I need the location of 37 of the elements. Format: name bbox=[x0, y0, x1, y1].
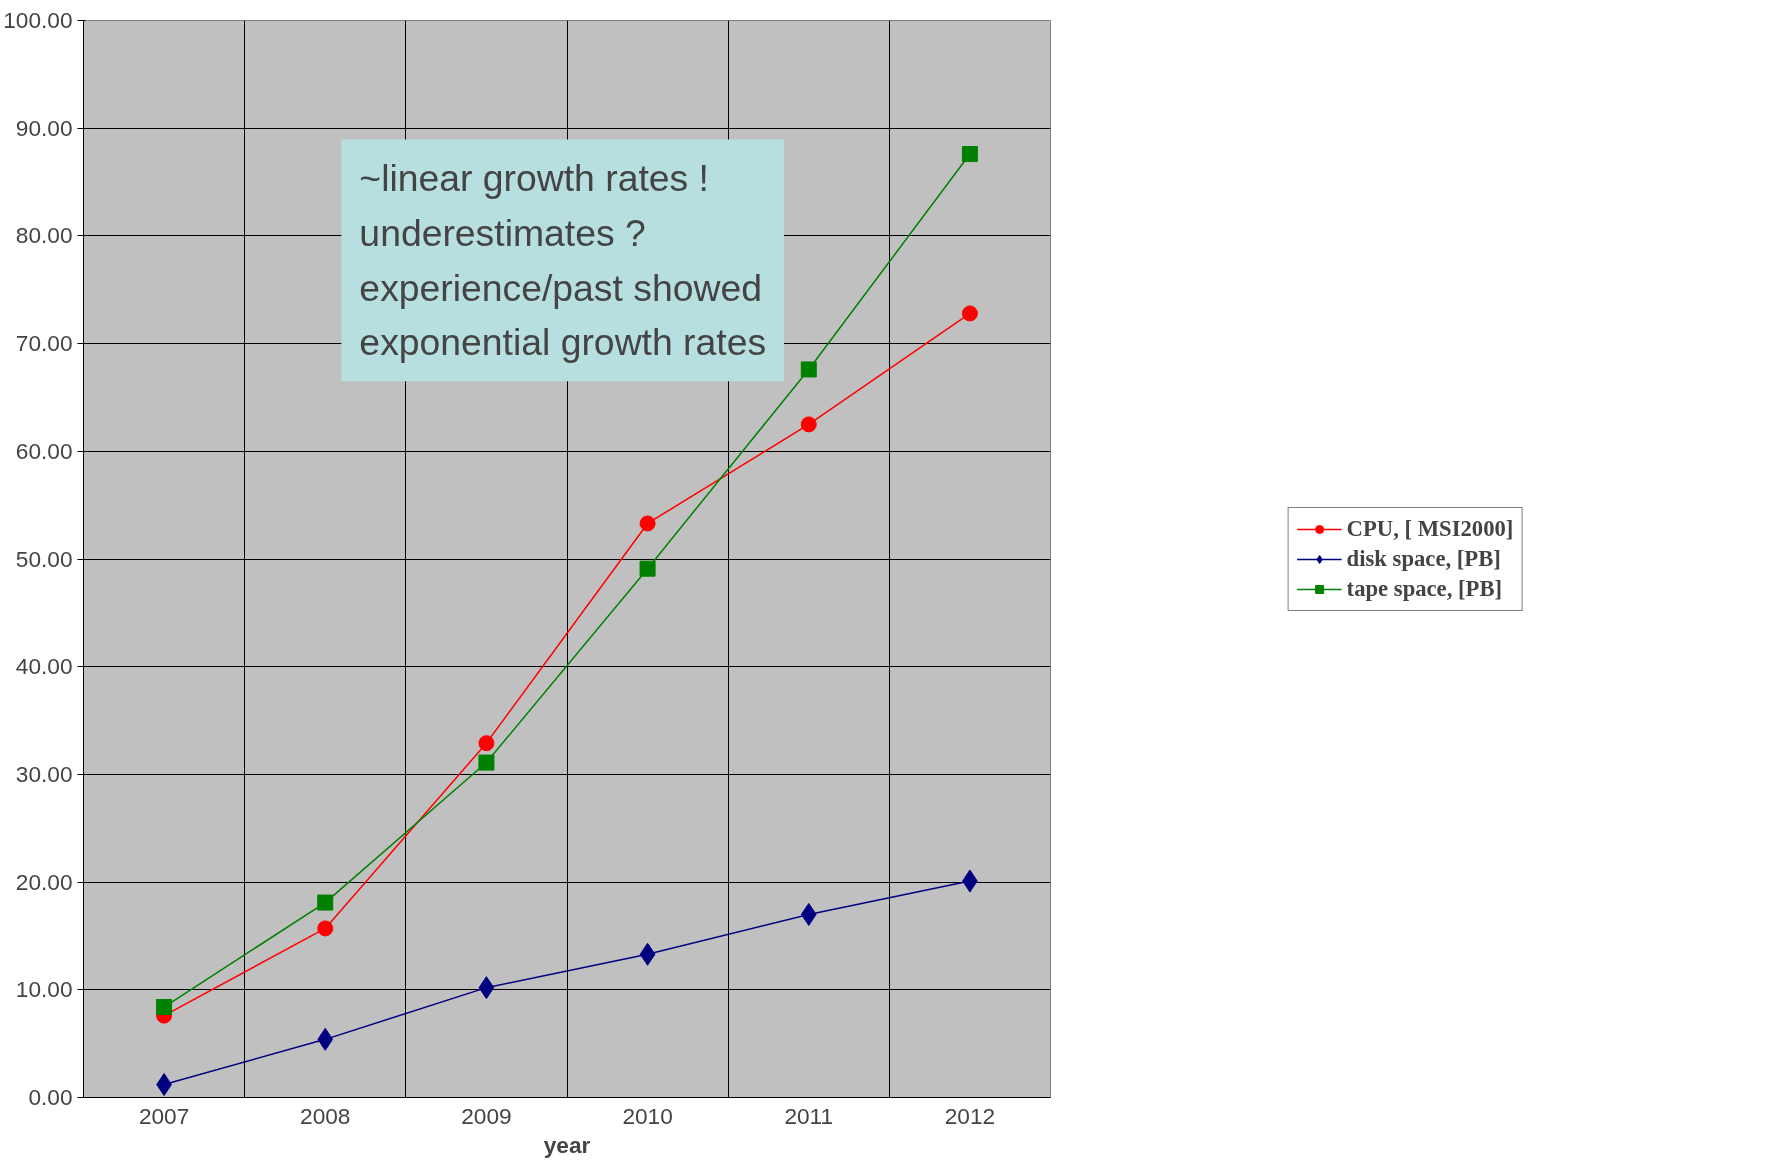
point bbox=[800, 416, 817, 433]
point bbox=[639, 560, 656, 577]
point bbox=[156, 999, 173, 1016]
x-axis-title: year bbox=[543, 1131, 591, 1158]
point bbox=[800, 361, 817, 378]
point bbox=[478, 976, 495, 1000]
legend-label: disk space, [PB] bbox=[1346, 545, 1501, 572]
y-tick-label: 100.00 bbox=[3, 7, 73, 33]
x-tick-label: 2010 bbox=[622, 1102, 673, 1129]
y-tick-label: 20.00 bbox=[15, 868, 73, 895]
point bbox=[800, 902, 817, 926]
y-tick-label: 50.00 bbox=[15, 545, 73, 572]
point bbox=[639, 942, 656, 966]
y-tick-label: 90.00 bbox=[15, 114, 73, 141]
legend-label: tape space, [PB] bbox=[1346, 575, 1503, 602]
y-tick-label: 30.00 bbox=[15, 760, 73, 787]
x-tick-label: 2009 bbox=[461, 1102, 512, 1129]
point bbox=[478, 754, 495, 771]
point bbox=[639, 515, 656, 532]
y-tick-label: 40.00 bbox=[15, 653, 73, 680]
point bbox=[317, 894, 334, 911]
point bbox=[317, 920, 334, 937]
point bbox=[317, 1027, 334, 1051]
x-tick-label: 2007 bbox=[138, 1102, 190, 1129]
y-tick-label: 0.00 bbox=[28, 1084, 73, 1110]
y-tick-label: 70.00 bbox=[15, 330, 73, 357]
x-tick-label: 2011 bbox=[784, 1102, 834, 1129]
y-tick-label: 80.00 bbox=[15, 222, 73, 249]
x-tick-label: 2012 bbox=[944, 1102, 996, 1129]
point bbox=[961, 146, 978, 163]
x-tick-label: 2008 bbox=[300, 1102, 351, 1129]
y-tick-label: 10.00 bbox=[15, 976, 73, 1003]
annotation: ~linear growth rates ! underestimates ? experience/past showed exponential growth rates bbox=[359, 157, 767, 364]
legend-label: CPU, [ MSI2000] bbox=[1346, 515, 1514, 542]
point bbox=[478, 735, 495, 752]
point bbox=[961, 305, 978, 322]
y-tick-label: 60.00 bbox=[15, 437, 73, 464]
